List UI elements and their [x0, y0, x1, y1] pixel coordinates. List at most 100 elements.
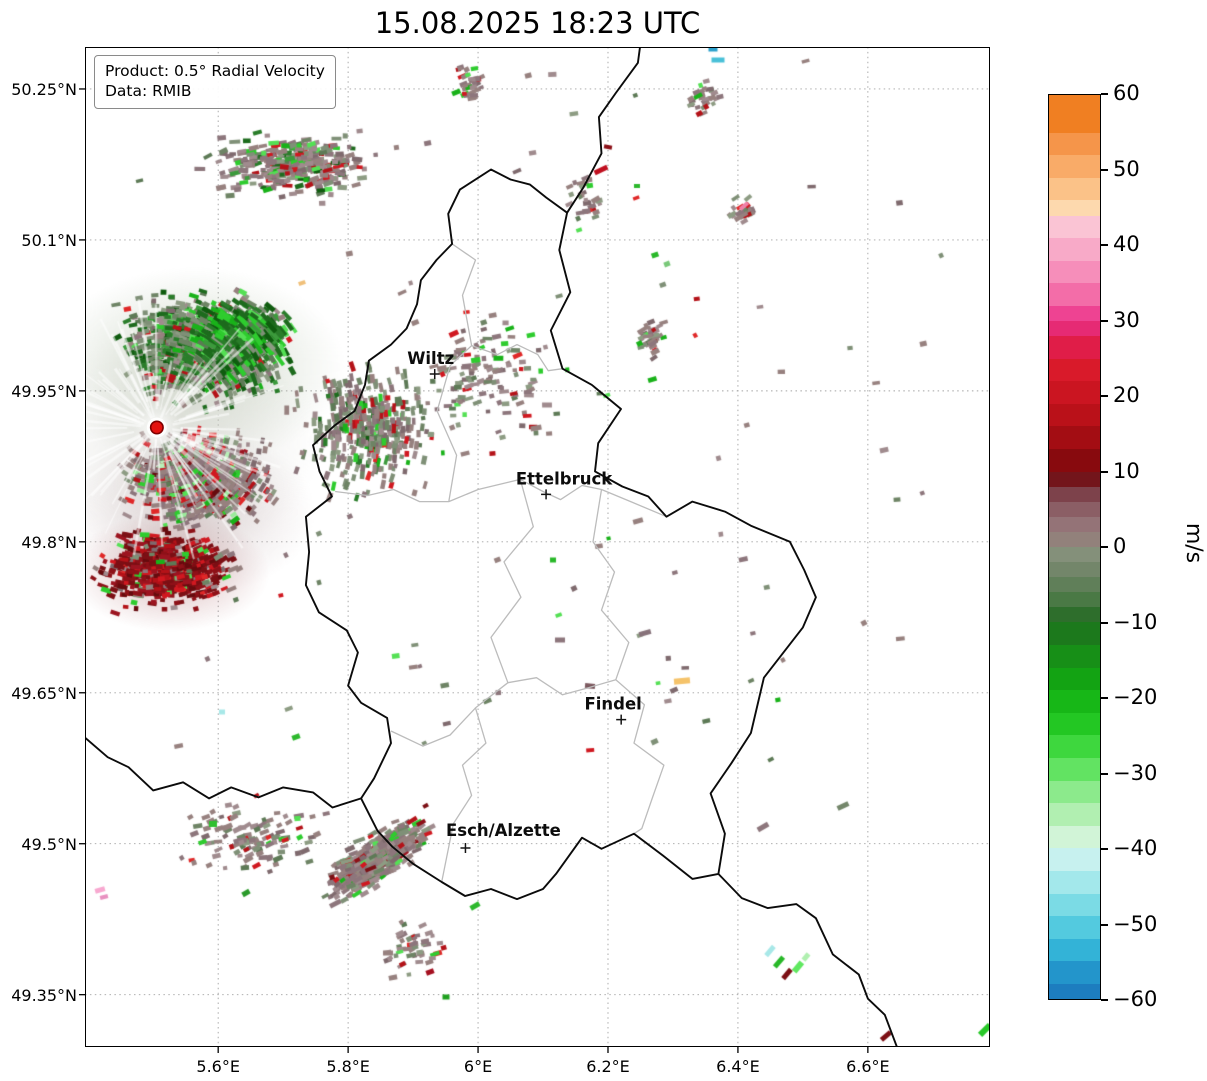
radar-echo-layer: [85, 47, 990, 1047]
colorbar-tick-label: 0: [1113, 534, 1127, 558]
product-label: Product: 0.5° Radial Velocity: [105, 62, 325, 80]
colorbar-segment: [1049, 283, 1100, 307]
colorbar-segment: [1049, 803, 1100, 827]
colorbar-segment: [1049, 531, 1100, 548]
colorbar-tick-label: −30: [1113, 760, 1158, 785]
colorbar-tick-mark: [1101, 772, 1108, 775]
country-border-france-belgium: [85, 736, 362, 809]
map-border-layer: Wiltz Ettelbruck Findel Esch/Alzette: [85, 47, 898, 1047]
colorbar-segment: [1049, 870, 1100, 895]
x-tick-label: 6.2°E: [586, 1057, 630, 1076]
y-tick-label: 50.1°N: [21, 230, 77, 250]
colorbar-segment: [1049, 403, 1100, 427]
colorbar-segment: [1049, 757, 1100, 782]
colorbar-segment: [1049, 501, 1100, 518]
colorbar-tick-mark: [1101, 697, 1108, 699]
y-tick-label: 49.8°N: [21, 532, 77, 552]
colorbar-tick-label: −20: [1113, 685, 1158, 709]
city-label: Esch/Alzette: [446, 821, 561, 840]
y-tick-label: 49.35°N: [11, 985, 77, 1005]
colorbar-segment: [1049, 712, 1100, 736]
colorbar-segment: [1049, 622, 1100, 646]
district-border: [436, 243, 477, 502]
colorbar-tick-mark: [1101, 999, 1108, 1001]
colorbar-segment: [1049, 735, 1100, 759]
colorbar-segment: [1049, 607, 1100, 623]
colorbar-tick-mark: [1101, 244, 1108, 246]
colorbar-tick-label: 50: [1113, 156, 1140, 181]
city-marker: [541, 489, 552, 500]
country-border-luxembourg: [304, 168, 817, 901]
district-border: [507, 677, 616, 696]
colorbar-tick-label: 30: [1113, 307, 1140, 332]
colorbar-tick-mark: [1101, 546, 1108, 548]
colorbar-segment: [1049, 426, 1100, 450]
district-border: [592, 489, 665, 835]
colorbar-tick-mark: [1101, 319, 1108, 322]
y-tick-label: 49.95°N: [11, 381, 77, 401]
colorbar-segment: [1049, 667, 1100, 691]
map-plot-area: Wiltz Ettelbruck Findel Esch/Alzette Produc…: [79, 47, 990, 1053]
colorbar-segment: [1049, 938, 1100, 962]
colorbar-segment: [1049, 780, 1100, 804]
colorbar-tick-label: 40: [1113, 232, 1140, 256]
colorbar-segment: [1049, 592, 1100, 608]
city-marker: [429, 369, 440, 380]
colorbar-segment: [1049, 825, 1100, 849]
city-label: Wiltz: [407, 349, 454, 368]
colorbar-segment: [1049, 471, 1100, 488]
colorbar-unit-label: m/s: [1181, 522, 1206, 564]
colorbar-segment: [1049, 516, 1100, 533]
colorbar-segment: [1049, 916, 1100, 940]
city-findel: Findel: [585, 695, 642, 725]
colorbar-tick-label: −60: [1113, 987, 1158, 1011]
data-source-label: Data: RMIB: [105, 82, 192, 101]
district-border: [390, 707, 476, 747]
colorbar-tick-label: 60: [1113, 81, 1140, 105]
colorbar-tick-mark: [1101, 93, 1108, 95]
colorbar-segment: [1049, 486, 1100, 503]
colorbar-segment: [1049, 547, 1100, 563]
colorbar-tick-mark: [1101, 848, 1108, 850]
colorbar-tick-mark: [1101, 395, 1108, 397]
colorbar-segment: [1049, 358, 1100, 382]
colorbar-segment: [1049, 449, 1100, 473]
colorbar-segment: [1049, 336, 1100, 360]
colorbar-segment: [1049, 983, 1100, 999]
x-tick-label: 5.8°E: [326, 1057, 370, 1076]
velocity-colorbar: [1048, 94, 1101, 1000]
colorbar-segment: [1049, 562, 1100, 578]
city-ettelbruck: Ettelbruck: [516, 469, 613, 500]
colorbar-segment: [1049, 200, 1100, 217]
colorbar-segment: [1049, 155, 1100, 179]
colorbar-segment: [1049, 321, 1100, 337]
colorbar-segment: [1049, 95, 1100, 134]
y-tick-label: 50.25°N: [11, 79, 77, 99]
colorbar-tick-label: 10: [1113, 458, 1140, 483]
colorbar-segment: [1049, 177, 1100, 201]
district-border: [471, 343, 563, 372]
colorbar-segment: [1049, 961, 1100, 985]
district-border: [335, 478, 667, 518]
colorbar-segment: [1049, 848, 1100, 872]
colorbar-tick-mark: [1101, 470, 1108, 473]
colorbar-tick-label: −50: [1113, 911, 1158, 936]
x-tick-label: 5.6°E: [196, 1057, 240, 1076]
colorbar-tick-label: 20: [1113, 383, 1140, 407]
city-esch-alzette: Esch/Alzette: [446, 821, 561, 853]
colorbar-segment: [1049, 644, 1100, 669]
radar-site-marker: [149, 420, 164, 435]
product-info-box: Product: 0.5° Radial Velocity Data: RMIB: [94, 55, 336, 109]
colorbar-tick-label: −10: [1113, 609, 1158, 634]
colorbar-segment: [1049, 260, 1100, 284]
colorbar-segment: [1049, 690, 1100, 714]
colorbar-segment: [1049, 893, 1100, 917]
x-tick-label: 6.6°E: [846, 1057, 890, 1076]
country-border-germany-france: [717, 873, 898, 1047]
colorbar-segment: [1049, 238, 1100, 262]
colorbar-segment: [1049, 215, 1100, 239]
colorbar-tick-mark: [1101, 923, 1108, 926]
district-border: [441, 479, 534, 883]
colorbar-segment: [1049, 305, 1100, 322]
